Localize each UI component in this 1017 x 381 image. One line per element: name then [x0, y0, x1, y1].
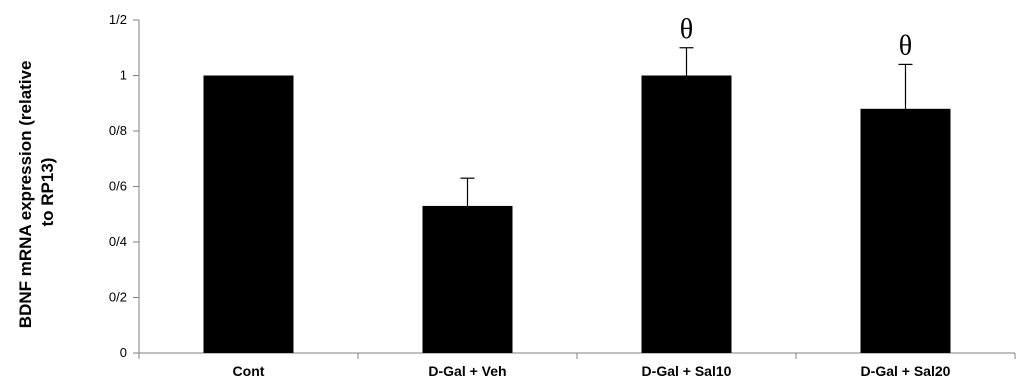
x-category-label: D-Gal + Sal20	[861, 363, 951, 379]
y-tick-label: 0/8	[109, 123, 127, 138]
y-tick-label: 1/2	[109, 12, 127, 27]
y-tick-label: 1	[120, 68, 127, 83]
y-axis-label-line-2: to RP13)	[38, 158, 57, 227]
x-category-label: Cont	[233, 363, 265, 379]
y-axis-label-line-1: BDNF mRNA expression (relative	[16, 61, 35, 329]
plot-area: 0 0/2 0/4 0/6 0/8 1 1/2 Cont D-Gal + Veh D-Gal + …	[109, 12, 1016, 379]
y-tick-label: 0/6	[109, 179, 127, 194]
bar	[860, 108, 951, 353]
x-category-label: D-Gal + Sal10	[642, 363, 732, 379]
y-tick-label: 0	[120, 345, 127, 360]
y-tick-label: 0/2	[109, 290, 127, 305]
significance-marker: θ	[899, 30, 912, 61]
y-axis-label: BDNF mRNA expression (relative to RP13)	[16, 56, 57, 328]
bar	[422, 205, 513, 353]
bar	[641, 75, 732, 353]
significance-marker: θ	[680, 14, 693, 45]
bar	[203, 75, 294, 353]
x-category-label: D-Gal + Veh	[428, 363, 506, 379]
y-tick-label: 0/4	[109, 234, 127, 249]
